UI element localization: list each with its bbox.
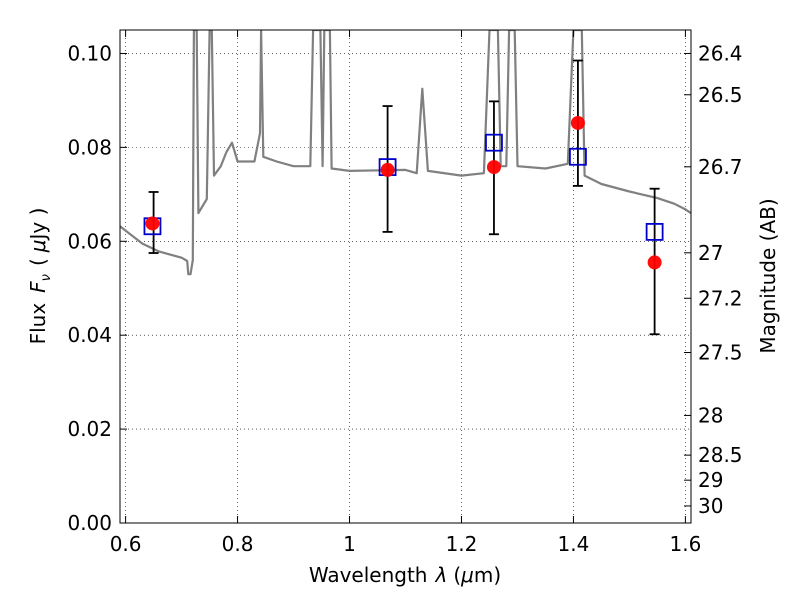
y-tick-label: 0.00 bbox=[67, 511, 112, 535]
y2-tick-label: 30 bbox=[698, 494, 723, 518]
x-tick-label: 0.6 bbox=[110, 532, 142, 556]
x-axis-label: Wavelength λ (μm) bbox=[309, 563, 501, 587]
y2-axis-label: Magnitude (AB) bbox=[756, 198, 780, 353]
observed-circle-marker bbox=[570, 115, 585, 130]
x-tick-label: 1.2 bbox=[446, 532, 478, 556]
y2-tick-label: 26.5 bbox=[698, 83, 743, 107]
model-square-marker bbox=[645, 222, 664, 241]
observed-circle-marker bbox=[486, 160, 501, 175]
y-tick-label: 0.04 bbox=[67, 323, 112, 347]
model-square-marker bbox=[485, 133, 503, 152]
plot-frame bbox=[119, 29, 692, 524]
y2-tick-label: 26.7 bbox=[698, 155, 743, 179]
observed-circle-marker bbox=[145, 216, 160, 231]
y-tick-label: 0.06 bbox=[67, 229, 112, 253]
y2-tick-label: 26.4 bbox=[698, 41, 743, 65]
x-tick-label: 1 bbox=[343, 532, 356, 556]
ticks-layer: 0.6 0.8 1 1.2 1.4 1.6 0.00 0.02 0.04 0.06 0.08 0.10… bbox=[67, 30, 743, 556]
y-tick-label: 0.10 bbox=[67, 41, 112, 65]
x-tick-label: 1.4 bbox=[558, 532, 590, 556]
x-tick-label: 1.6 bbox=[669, 532, 701, 556]
y2-tick-label: 29 bbox=[698, 468, 723, 492]
y-tick-label: 0.08 bbox=[67, 135, 112, 159]
y-tick-label: 0.02 bbox=[67, 417, 112, 441]
observed-circle-marker bbox=[647, 255, 662, 270]
y2-tick-label: 28.5 bbox=[698, 443, 743, 467]
y-axis-label: FluxFν(μJy ) bbox=[26, 208, 54, 345]
spectrum-line bbox=[120, 30, 691, 276]
y2-tick-label: 27.2 bbox=[698, 286, 743, 310]
y2-tick-label: 27.5 bbox=[698, 341, 743, 365]
y2-tick-label: 27 bbox=[698, 241, 723, 265]
model-square-marker bbox=[569, 147, 587, 166]
plot-layer bbox=[120, 30, 691, 336]
observed-circle-marker bbox=[380, 162, 395, 177]
x-tick-label: 0.8 bbox=[222, 532, 254, 556]
y2-tick-label: 28 bbox=[698, 403, 723, 427]
